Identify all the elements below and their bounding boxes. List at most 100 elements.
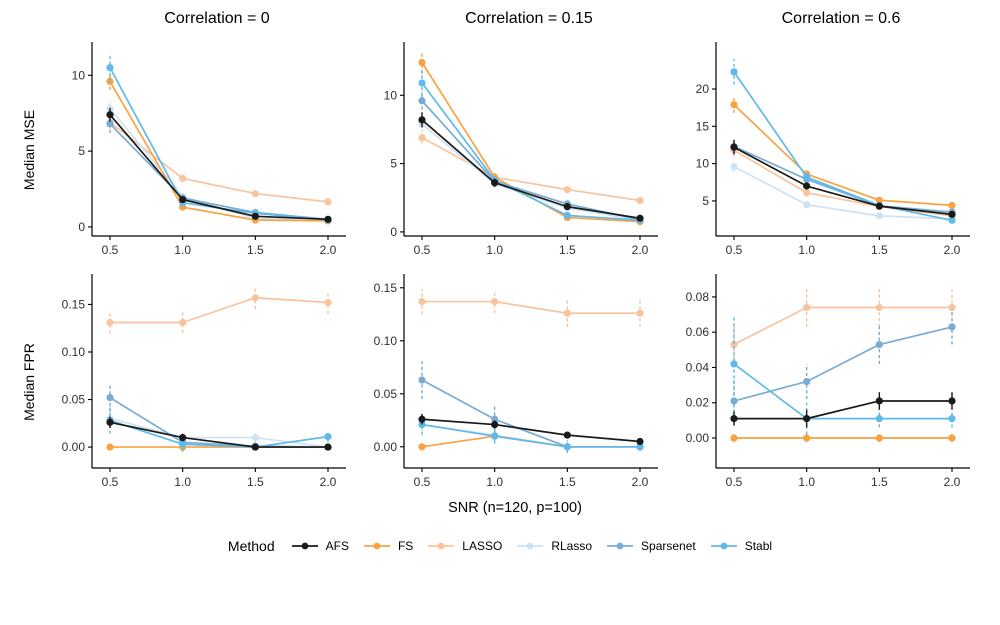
data-point-AFS — [418, 116, 426, 124]
x-tick-label: 1.5 — [871, 475, 888, 489]
legend-key-dot — [373, 542, 381, 550]
y-tick-label: 0.06 — [686, 325, 710, 339]
data-point-AFS — [948, 397, 956, 405]
data-point-LASSO — [251, 294, 259, 302]
data-point-Stabl — [948, 415, 956, 423]
y-tick-label: 0.10 — [62, 345, 86, 359]
y-tick-label: 5 — [390, 157, 397, 171]
y-tick-label: 5 — [702, 194, 709, 208]
data-point-AFS — [730, 415, 738, 423]
series-line-Sparsenet — [109, 396, 329, 448]
x-tick-label: 2.0 — [944, 243, 961, 257]
x-tick-label: 2.0 — [320, 243, 337, 257]
data-point-FS — [803, 434, 811, 442]
legend-label: LASSO — [462, 539, 503, 553]
data-point-AFS — [803, 415, 811, 423]
data-point-AFS — [324, 443, 332, 451]
data-point-LASSO — [803, 189, 811, 197]
x-tick-label: 1.5 — [559, 243, 576, 257]
legend-item-fs: FS — [363, 539, 413, 553]
x-tick-label: 0.5 — [414, 475, 431, 489]
x-tick-label: 1.0 — [174, 243, 191, 257]
legend-key-stabl-icon — [710, 542, 737, 550]
legend-label: AFS — [325, 539, 349, 553]
legend-item-stabl: Stabl — [710, 539, 772, 553]
series-line-Stabl — [733, 71, 953, 222]
y-tick-label: 0.15 — [62, 297, 86, 311]
data-point-AFS — [324, 215, 332, 223]
series-line-LASSO — [109, 121, 329, 203]
legend-item-rlasso: RLasso — [516, 539, 592, 553]
y-axis-title-mse: Median MSE — [21, 109, 37, 191]
x-tick-label: 0.5 — [102, 475, 119, 489]
x-tick-label: 0.5 — [726, 475, 743, 489]
y-tick-label: 0.10 — [374, 334, 398, 348]
legend-key-dot — [616, 542, 624, 550]
series-line-AFS — [109, 421, 328, 448]
legend-key-fs-icon — [363, 542, 390, 550]
x-tick-label: 1.5 — [559, 475, 576, 489]
facet-grid: Correlation = 0 Correlation = 0.15 Corre… — [14, 4, 1000, 498]
data-point-AFS — [106, 111, 114, 119]
data-point-LASSO — [803, 303, 811, 312]
legend-item-sparsenet: Sparsenet — [606, 539, 696, 553]
x-tick-label: 0.5 — [726, 243, 743, 257]
data-point-LASSO — [251, 189, 259, 198]
series-line-FS — [733, 104, 953, 207]
data-point-AFS — [418, 415, 426, 423]
x-tick-label: 2.0 — [320, 475, 337, 489]
series-line-RLasso — [421, 123, 641, 222]
data-point-AFS — [730, 143, 738, 151]
data-point-FS — [948, 201, 956, 210]
data-point-AFS — [636, 437, 644, 446]
y-tick-label: 10 — [72, 68, 86, 82]
series-line-Stabl — [109, 67, 329, 221]
x-tick-label: 2.0 — [944, 475, 961, 489]
data-point-AFS — [179, 433, 187, 442]
legend-item-afs: AFS — [291, 539, 349, 553]
y-tick-label: 0.02 — [686, 396, 710, 410]
series-line-AFS — [733, 146, 953, 216]
legend-key-afs-icon — [291, 542, 318, 550]
series-line-AFS — [421, 418, 641, 443]
legend-item-lasso: LASSO — [427, 539, 502, 553]
y-axis-title-fpr: Median FPR — [21, 343, 37, 421]
x-tick-label: 0.5 — [414, 243, 431, 257]
data-point-Stabl — [324, 433, 332, 441]
data-point-LASSO — [563, 309, 571, 317]
data-point-FS — [418, 58, 426, 67]
x-tick-label: 1.0 — [486, 475, 503, 489]
series-line-Stabl — [733, 363, 952, 420]
legend-key-sparsenet-icon — [607, 542, 634, 550]
panel-fpr-corr-0: 0.00 0.05 0.10 0.15 0.5 1.0 1.5 2.0 — [44, 266, 356, 498]
data-point-FS — [730, 101, 738, 109]
data-point-Stabl — [730, 68, 738, 76]
series-line-LASSO — [733, 149, 953, 217]
y-tick-label: 10 — [384, 88, 398, 102]
x-tick-label: 1.0 — [486, 243, 503, 257]
plot-mse-corr-0.15: 0 5 10 0.5 1.0 1.5 2.0 — [384, 42, 658, 257]
legend-label: Stabl — [744, 539, 773, 553]
data-point-AFS — [875, 397, 883, 405]
series-line-Sparsenet — [421, 100, 641, 221]
x-tick-label: 0.5 — [102, 243, 119, 257]
data-point-LASSO — [636, 196, 644, 205]
data-point-LASSO — [418, 134, 426, 142]
data-point-Stabl — [803, 173, 811, 181]
facet-title-corr-015: Correlation = 0.15 — [465, 10, 593, 27]
data-point-AFS — [803, 182, 811, 190]
y-tick-label: 10 — [696, 157, 710, 171]
x-axis-title: SNR (n=120, p=100) — [448, 500, 582, 516]
plot-fpr-corr-0.6: 0.00 0.02 0.04 0.06 0.08 0.5 1.0 1.5 2.0 — [686, 274, 970, 489]
data-point-Sparsenet — [875, 340, 883, 349]
data-point-Sparsenet — [803, 377, 811, 386]
data-point-LASSO — [324, 198, 332, 206]
legend-title: Method — [227, 538, 275, 554]
y-tick-label: 0.08 — [686, 290, 710, 304]
data-point-LASSO — [179, 318, 187, 327]
data-point-Stabl — [730, 360, 738, 368]
x-tick-label: 1.5 — [247, 475, 264, 489]
data-point-RLasso — [803, 201, 811, 209]
series-line-RLasso — [421, 423, 640, 448]
data-point-AFS — [251, 212, 259, 220]
